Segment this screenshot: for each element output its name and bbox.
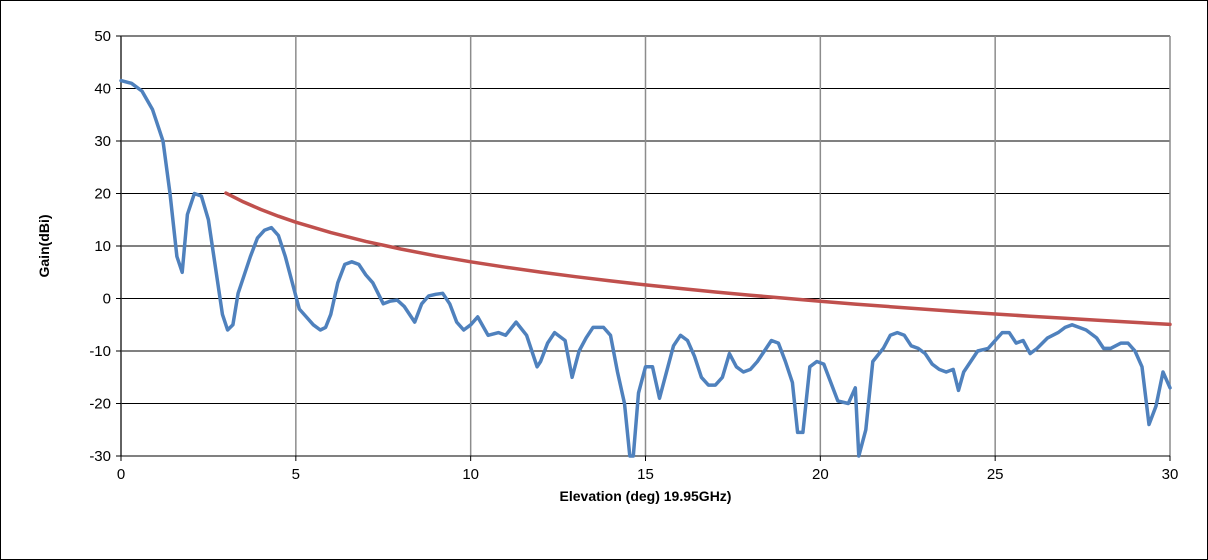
- y-tick-label: 40: [94, 81, 111, 98]
- x-axis-title: Elevation (deg) 19.95GHz): [560, 488, 732, 504]
- y-tick-label: 0: [103, 291, 111, 308]
- y-tick-label: -10: [89, 343, 111, 360]
- envelope-line: [224, 191, 1172, 327]
- x-tick-label: 25: [987, 466, 1004, 483]
- y-tick-label: 20: [94, 186, 111, 203]
- y-tick-label: -30: [89, 448, 111, 465]
- x-tick-label: 30: [1162, 466, 1179, 483]
- plot-border: [116, 35, 1171, 461]
- measured-gain-line: [119, 78, 1172, 458]
- series-layer: [119, 78, 1172, 458]
- x-tick-label: 20: [812, 466, 829, 483]
- y-tick-labels: -30 -20 -10 0 10 20 30 40 50: [89, 28, 111, 465]
- y-axis-title: Gain(dBi): [36, 215, 52, 278]
- y-tick-label: 50: [94, 28, 111, 45]
- grid: [120, 35, 1171, 457]
- x-tick-label: 0: [117, 466, 125, 483]
- x-tick-labels: 0 5 10 15 20 25 30: [117, 466, 1179, 483]
- y-tick-label: 10: [94, 238, 111, 255]
- y-tick-label: -20: [89, 396, 111, 413]
- x-tick-label: 5: [292, 466, 300, 483]
- x-tick-label: 10: [462, 466, 479, 483]
- x-tick-label: 15: [637, 466, 654, 483]
- y-tick-label: 30: [94, 133, 111, 150]
